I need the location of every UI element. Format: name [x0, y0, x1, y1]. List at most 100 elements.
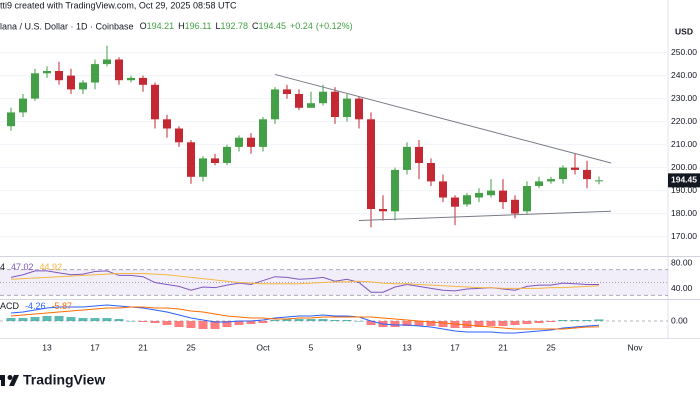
macd-label: ACD: [0, 301, 20, 311]
logo: TradingView: [0, 372, 105, 388]
candle-body: [487, 190, 495, 196]
macd-histogram-bar: [426, 321, 436, 326]
macd-histogram-bar: [54, 316, 64, 321]
price-label: 194.45: [671, 175, 697, 185]
macd-histogram-bar: [546, 321, 556, 322]
candle-body: [451, 197, 459, 207]
macd-histogram-bar: [510, 321, 520, 325]
macd-histogram-bar: [102, 318, 112, 321]
ohlc-legend: O194.21 H196.11 L192.78 C194.45 +0.24 (+0.12%…: [140, 21, 353, 31]
macd-histogram-bar: [294, 319, 304, 321]
macd-histogram-bar: [282, 319, 292, 321]
x-tick-label: Oct: [256, 342, 270, 352]
candle-body: [151, 84, 159, 120]
y-tick-label: 180.00: [671, 208, 697, 218]
y-tick-label: 200.00: [671, 162, 697, 172]
ohlc-key: L: [215, 21, 220, 31]
macd-histogram-bar: [498, 321, 508, 326]
macd-histogram-bar: [570, 320, 580, 321]
macd-histogram-bar: [234, 321, 244, 325]
macd-histogram-bar: [534, 321, 544, 323]
candle-body: [427, 163, 435, 182]
rsi-tick-label: 80.00: [671, 257, 693, 267]
macd-histogram-bar: [30, 317, 40, 321]
ohlc-value: 194.45: [259, 21, 287, 31]
x-tick-label: 13: [42, 342, 52, 352]
candle-body: [415, 146, 423, 163]
x-tick-label: 21: [498, 342, 508, 352]
candle-body: [199, 158, 207, 177]
candle-body: [127, 77, 135, 81]
macd-histogram-bar: [582, 320, 592, 321]
y-tick-label: 190.00: [671, 185, 697, 195]
macd-histogram-bar: [162, 321, 172, 325]
macd-histogram-bar: [114, 319, 124, 321]
macd-histogram-bar: [174, 321, 184, 327]
watermark: tti9 created with TradingView.com, Oct 2…: [0, 0, 237, 10]
trendline: [274, 73, 612, 164]
y-tick-label: 170.00: [671, 231, 697, 241]
candle-body: [271, 89, 279, 120]
rsi-legend: 4 47.02 44.92: [0, 262, 62, 272]
candle-body: [595, 180, 603, 182]
candle-body: [571, 167, 579, 170]
y-tick-label: 240.00: [671, 70, 697, 80]
macd-histogram-bar: [138, 321, 148, 322]
candle-body: [211, 158, 219, 163]
candle-body: [115, 59, 123, 81]
logo-icon: [7, 375, 13, 380]
x-tick-label: 9: [357, 342, 362, 352]
macd-histogram-bar: [42, 316, 52, 321]
candle-body: [391, 169, 399, 212]
macd-histogram-bar: [186, 321, 196, 328]
candle-body: [175, 128, 183, 143]
candle-body: [511, 199, 519, 214]
macd-histogram-bar: [342, 320, 352, 321]
candle-body: [247, 137, 255, 147]
logo-icon: [1, 375, 5, 386]
rsi-label: 4: [0, 262, 5, 272]
candle-body: [55, 71, 63, 81]
macd-histogram-bar: [198, 321, 208, 329]
macd-histogram-bar: [402, 321, 412, 326]
candle-body: [319, 91, 327, 104]
macd-histogram-bar: [354, 321, 364, 322]
change-pct: (+0.12%): [316, 21, 353, 31]
candle-body: [331, 91, 339, 117]
macd-legend: ACD -4.26 -5.87: [0, 301, 72, 311]
macd-histogram-bar: [78, 318, 88, 321]
x-tick-label: 17: [90, 342, 100, 352]
candle-body: [163, 119, 171, 129]
candle-body: [283, 89, 291, 94]
change: +0.24: [290, 21, 313, 31]
x-tick-label: 5: [309, 342, 314, 352]
y-tick-label: 250.00: [671, 47, 697, 57]
candle-body: [19, 98, 27, 113]
candle-body: [7, 112, 15, 127]
ohlc-key: C: [252, 21, 259, 31]
macd-histogram-bar: [558, 320, 568, 321]
candle-body: [403, 146, 411, 170]
macd-histogram-bar: [150, 321, 160, 323]
candle-body: [235, 137, 243, 147]
macd-histogram-bar: [594, 319, 604, 321]
candle-body: [439, 181, 447, 198]
brand-name: TradingView: [23, 372, 105, 388]
candle-body: [367, 119, 375, 209]
macd-histogram-bar: [222, 321, 232, 327]
rsi-tick-label: 40.00: [671, 283, 693, 293]
candle-body: [583, 169, 591, 180]
macd-histogram-bar: [486, 321, 496, 326]
rsi-value: 47.02: [11, 262, 34, 272]
macd-histogram-bar: [18, 318, 28, 321]
macd-histogram-bar: [246, 321, 256, 324]
ohlc-value: 196.11: [185, 21, 212, 31]
candle-body: [559, 167, 567, 180]
macd-histogram-bar: [6, 318, 16, 321]
candle-body: [91, 64, 99, 83]
x-tick-label: 21: [138, 342, 148, 352]
ohlc-value: 194.21: [147, 21, 175, 31]
candle-body: [43, 71, 51, 74]
x-tick-label: 13: [402, 342, 412, 352]
